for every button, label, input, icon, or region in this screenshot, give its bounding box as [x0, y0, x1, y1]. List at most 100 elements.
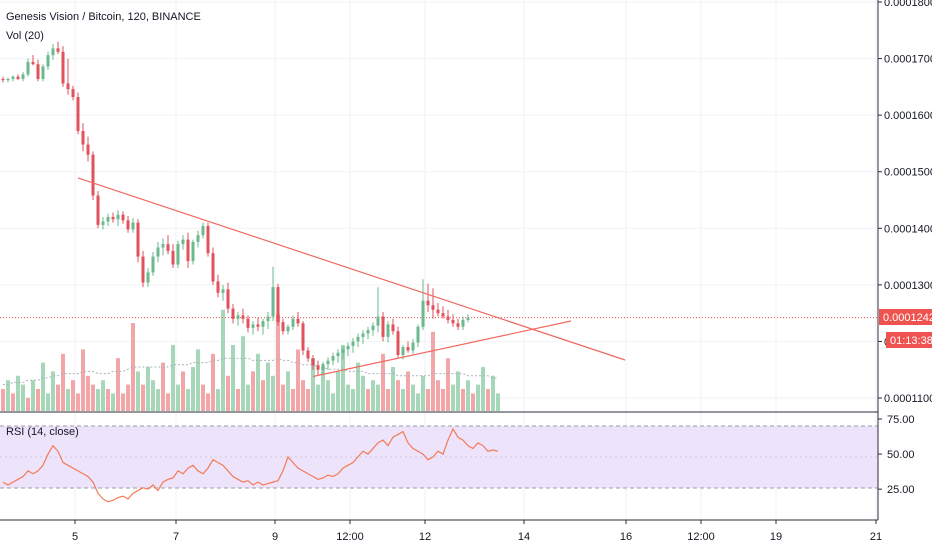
candle-body: [161, 244, 165, 248]
volume-bar: [351, 389, 355, 411]
volume-bar: [76, 393, 80, 411]
volume-bar: [171, 345, 175, 411]
candle-body: [21, 74, 25, 79]
volume-bar: [181, 371, 185, 411]
candle-body: [66, 83, 70, 90]
candle-body: [386, 324, 390, 337]
volume-bar: [386, 389, 390, 411]
candle-body: [431, 305, 435, 310]
price-tick-label: 0.0001100: [884, 393, 932, 405]
ascending-trendline: [312, 320, 572, 378]
price-tick-label: 0.0001600: [884, 110, 932, 122]
descending-trendline: [77, 177, 626, 361]
volume-bar: [236, 389, 240, 411]
symbol-legend[interactable]: Genesis Vision / Bitcoin, 120, BINANCE: [6, 11, 201, 23]
candle-body: [321, 364, 325, 370]
volume-bar: [136, 371, 140, 411]
candle-body: [6, 78, 10, 81]
rsi-legend[interactable]: RSI (14, close): [6, 426, 79, 438]
volume-bars: [1, 309, 500, 411]
volume-bar: [126, 384, 130, 411]
volume-bar: [331, 393, 335, 411]
candle-body: [281, 322, 285, 332]
candle-body: [206, 226, 210, 254]
candle-body: [261, 321, 265, 327]
volume-bar: [376, 384, 380, 411]
candle-body: [351, 341, 355, 346]
volume-bar: [26, 397, 30, 411]
time-axis[interactable]: 5 7 9 12:00 12 14 16 12:00 19 21: [72, 520, 882, 543]
volume-bar: [261, 380, 265, 411]
bar-countdown: 01:13:38: [890, 335, 932, 347]
volume-bar: [366, 389, 370, 411]
volume-bar: [401, 389, 405, 411]
volume-bar: [496, 393, 500, 411]
volume-bar: [11, 393, 15, 411]
volume-bar: [306, 389, 310, 411]
volume-bar: [446, 358, 450, 411]
volume-bar: [6, 380, 10, 411]
volume-bar: [301, 380, 305, 411]
time-tick-label: 7: [173, 531, 179, 543]
volume-bar: [431, 331, 435, 411]
volume-bar: [436, 380, 440, 411]
volume-bar: [336, 371, 340, 411]
last-price-tag: 0.0001242 01:13:38: [879, 309, 932, 348]
candle-body: [296, 318, 300, 324]
price-tick-label: 0.0001800: [884, 0, 932, 9]
rsi-axis[interactable]: 75.00 50.00 25.00: [878, 414, 915, 496]
candlestick-series: [1, 41, 470, 376]
volume-bar: [281, 384, 285, 411]
candle-body: [246, 318, 250, 328]
time-tick-label: 12:00: [336, 531, 364, 543]
candle-body: [241, 315, 245, 319]
candle-body: [26, 61, 30, 75]
candle-body: [436, 309, 440, 314]
candle-body: [401, 347, 405, 356]
volume-bar: [161, 362, 165, 411]
volume-bar: [61, 353, 65, 411]
volume-bar: [46, 393, 50, 411]
volume-bar: [356, 362, 360, 411]
candle-body: [131, 222, 135, 230]
candle-body: [376, 316, 380, 326]
candle-body: [11, 76, 15, 79]
volume-bar: [226, 375, 230, 411]
volume-bar: [296, 349, 300, 411]
volume-bar: [471, 393, 475, 411]
candle-body: [346, 345, 350, 350]
volume-bar: [21, 384, 25, 411]
volume-bar: [176, 384, 180, 411]
candle-body: [36, 64, 40, 79]
time-tick-label: 12: [419, 531, 431, 543]
candle-body: [221, 289, 225, 293]
candle-body: [366, 330, 370, 334]
candle-body: [91, 154, 95, 196]
volume-bar: [411, 384, 415, 411]
volume-bar: [271, 375, 275, 411]
candle-body: [286, 326, 290, 332]
candle-body: [461, 319, 465, 327]
candle-body: [201, 226, 205, 236]
volume-bar: [71, 380, 75, 411]
volume-bar: [191, 367, 195, 411]
candle-body: [301, 323, 305, 351]
candle-body: [136, 222, 140, 257]
candle-body: [1, 78, 5, 81]
volume-bar: [206, 393, 210, 411]
volume-bar: [111, 393, 115, 411]
candle-body: [86, 144, 90, 155]
trendline-drawings[interactable]: [77, 177, 626, 378]
candle-body: [411, 342, 415, 351]
candle-body: [81, 130, 85, 145]
time-tick-label: 16: [620, 531, 632, 543]
rsi-tick-label: 75.00: [887, 414, 915, 426]
candle-body: [466, 317, 470, 320]
volume-legend[interactable]: Vol (20): [6, 30, 44, 42]
candle-body: [396, 331, 400, 356]
volume-bar: [291, 389, 295, 411]
candle-body: [416, 326, 420, 343]
volume-bar: [231, 345, 235, 411]
candle-body: [381, 316, 385, 337]
